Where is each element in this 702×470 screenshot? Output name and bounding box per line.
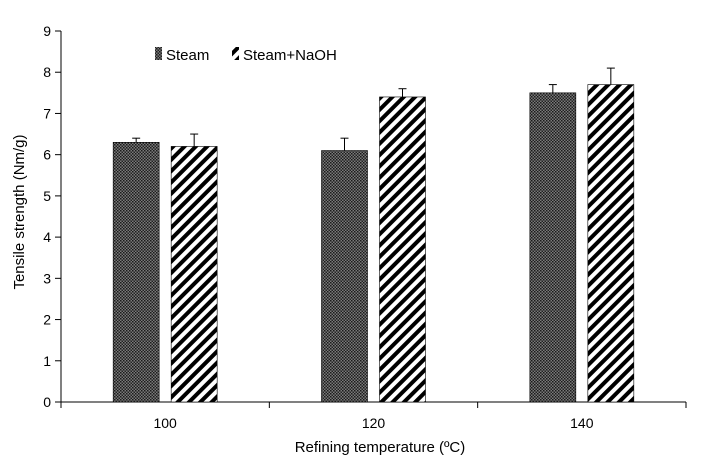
- bar-steam-naoh: [379, 96, 426, 403]
- bar-steam: [112, 142, 160, 403]
- bar-steam: [321, 150, 368, 403]
- y-tick-label: 3: [43, 270, 51, 286]
- y-tick-label: 6: [43, 147, 51, 163]
- legend-swatch-steam: [155, 47, 162, 60]
- bar-steam-naoh: [170, 146, 218, 403]
- y-tick-label: 7: [43, 105, 51, 121]
- legend-swatch-steam-naoh: [232, 47, 239, 60]
- y-tick-label: 0: [43, 394, 51, 410]
- bar-steam: [529, 92, 577, 403]
- y-tick-label: 9: [43, 23, 51, 39]
- x-tick-label: 120: [362, 415, 386, 431]
- y-tick-label: 5: [43, 188, 51, 204]
- y-axis-title: Tensile strength (Nm/g): [11, 134, 28, 289]
- y-tick-label: 8: [43, 64, 51, 80]
- x-axis-title: Refining temperature (ºC): [295, 439, 466, 456]
- legend-label: Steam+NaOH: [243, 47, 337, 64]
- x-tick-label: 140: [570, 415, 594, 431]
- y-tick-label: 2: [43, 312, 51, 328]
- x-tick-label: 100: [153, 415, 177, 431]
- legend-label: Steam: [166, 47, 209, 64]
- bar-steam-naoh: [587, 84, 635, 403]
- y-tick-label: 4: [43, 229, 51, 245]
- y-tick-label: 1: [43, 353, 51, 369]
